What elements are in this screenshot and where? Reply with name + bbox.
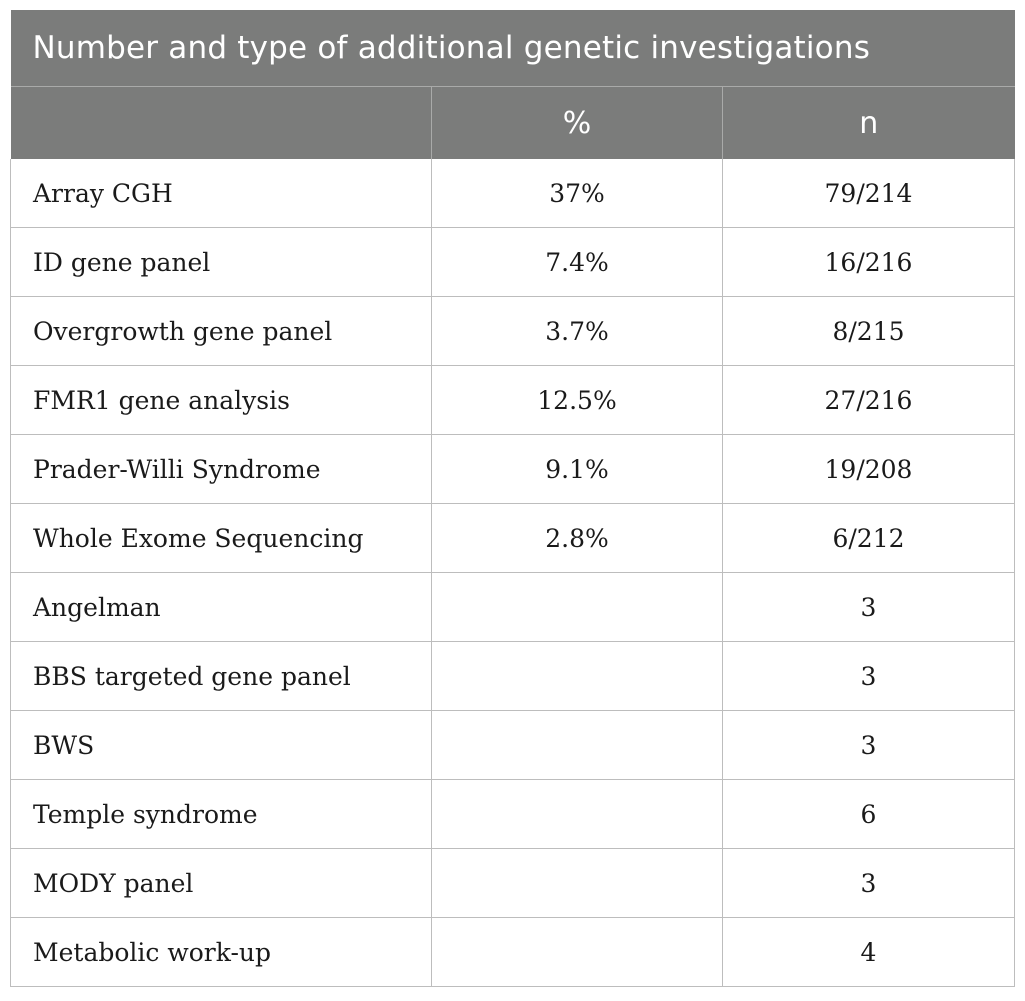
percent-cell: 37%: [431, 159, 723, 228]
column-header-row: % n: [10, 86, 1015, 159]
percent-cell: 2.8%: [431, 503, 723, 573]
table-row: FMR1 gene analysis 12.5% 27/216: [10, 365, 1015, 435]
n-cell: 8/215: [722, 296, 1015, 366]
n-cell: 6: [722, 779, 1015, 849]
percent-cell: [431, 848, 723, 918]
investigation-cell: BWS: [10, 710, 432, 780]
investigation-cell: Whole Exome Sequencing: [10, 503, 432, 573]
percent-cell: 7.4%: [431, 227, 723, 297]
table-row: Whole Exome Sequencing 2.8% 6/212: [10, 503, 1015, 573]
genetic-investigations-table-container: Number and type of additional genetic in…: [10, 10, 1015, 987]
n-cell: 16/216: [722, 227, 1015, 297]
table-row: Temple syndrome 6: [10, 779, 1015, 849]
investigation-cell: Overgrowth gene panel: [10, 296, 432, 366]
table-row: BBS targeted gene panel 3: [10, 641, 1015, 711]
table-row: Overgrowth gene panel 3.7% 8/215: [10, 296, 1015, 366]
table-row: Metabolic work-up 4: [10, 917, 1015, 987]
percent-cell: [431, 779, 723, 849]
percent-cell: 12.5%: [431, 365, 723, 435]
percent-cell: 9.1%: [431, 434, 723, 504]
investigation-cell: Metabolic work-up: [10, 917, 432, 987]
investigation-cell: MODY panel: [10, 848, 432, 918]
n-cell: 3: [722, 848, 1015, 918]
table-row: Angelman 3: [10, 572, 1015, 642]
investigation-cell: BBS targeted gene panel: [10, 641, 432, 711]
table-row: ID gene panel 7.4% 16/216: [10, 227, 1015, 297]
n-cell: 3: [722, 572, 1015, 642]
investigation-cell: Array CGH: [10, 159, 432, 228]
n-cell: 3: [722, 710, 1015, 780]
column-header-investigation: [10, 86, 432, 159]
percent-cell: 3.7%: [431, 296, 723, 366]
table-title: Number and type of additional genetic in…: [10, 10, 1015, 87]
percent-cell: [431, 710, 723, 780]
n-cell: 27/216: [722, 365, 1015, 435]
table-title-row: Number and type of additional genetic in…: [10, 10, 1015, 87]
investigation-cell: ID gene panel: [10, 227, 432, 297]
investigation-cell: Temple syndrome: [10, 779, 432, 849]
percent-cell: [431, 572, 723, 642]
investigation-cell: FMR1 gene analysis: [10, 365, 432, 435]
genetic-investigations-table: Number and type of additional genetic in…: [10, 10, 1015, 987]
table-row: MODY panel 3: [10, 848, 1015, 918]
investigation-cell: Angelman: [10, 572, 432, 642]
column-header-percent: %: [431, 86, 723, 159]
table-row: BWS 3: [10, 710, 1015, 780]
n-cell: 79/214: [722, 159, 1015, 228]
n-cell: 4: [722, 917, 1015, 987]
n-cell: 6/212: [722, 503, 1015, 573]
n-cell: 19/208: [722, 434, 1015, 504]
table-row: Prader-Willi Syndrome 9.1% 19/208: [10, 434, 1015, 504]
column-header-n: n: [722, 86, 1015, 159]
n-cell: 3: [722, 641, 1015, 711]
percent-cell: [431, 917, 723, 987]
table-row: Array CGH 37% 79/214: [10, 159, 1015, 228]
investigation-cell: Prader-Willi Syndrome: [10, 434, 432, 504]
percent-cell: [431, 641, 723, 711]
